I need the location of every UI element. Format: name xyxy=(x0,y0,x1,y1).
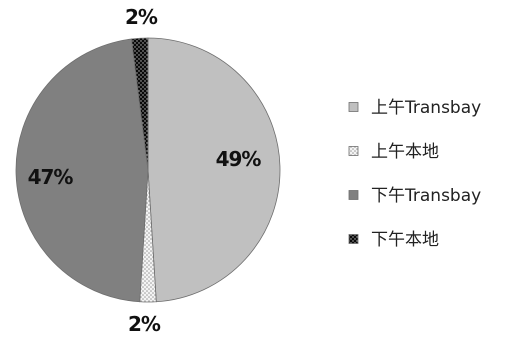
data-label-1: 49% xyxy=(216,147,262,171)
pie-data-labels: 49% 2% 47% 2% xyxy=(28,5,263,336)
pie-slices xyxy=(15,37,281,303)
legend-label: 下午本地 xyxy=(371,230,439,250)
legend-label: 上午本地 xyxy=(371,142,439,162)
legend-item-4: 下午本地 xyxy=(348,230,439,250)
legend-label: 上午Transbay xyxy=(371,98,481,118)
data-label-3: 47% xyxy=(28,165,74,189)
legend-swatch xyxy=(348,234,359,244)
legend-swatch xyxy=(348,102,359,112)
legend-item-1: 上午Transbay xyxy=(348,98,481,118)
pie-slice-3 xyxy=(15,38,149,303)
legend-swatch xyxy=(348,146,359,156)
legend-item-2: 上午本地 xyxy=(348,142,439,162)
data-label-4: 2% xyxy=(125,5,158,29)
legend-label: 下午Transbay xyxy=(371,186,481,206)
legend-swatch xyxy=(348,190,359,200)
pie-slice-4 xyxy=(131,37,149,171)
legend-item-3: 下午Transbay xyxy=(348,186,481,206)
data-label-2: 2% xyxy=(128,312,161,336)
pie-slice-1 xyxy=(147,37,281,303)
